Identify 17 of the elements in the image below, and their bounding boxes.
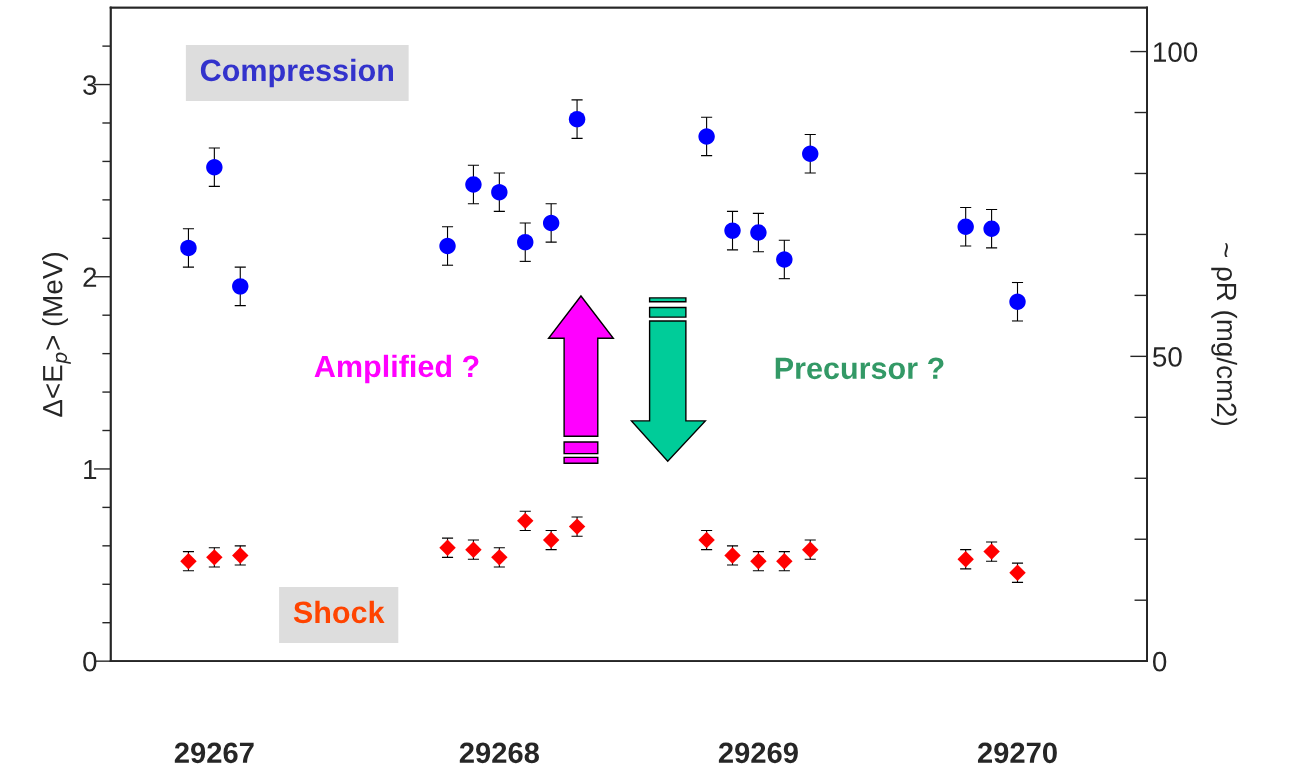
y-tick-label: 2 <box>83 267 97 287</box>
y-axis-title: Δ<E$_{p}$> (MeV) <box>42 253 71 417</box>
y2-tick-label: 100 <box>1154 42 1198 62</box>
y2-axis-title: ~ ρR (mg/cm2) <box>1211 243 1238 426</box>
y2-tick-label: 50 <box>1153 347 1182 367</box>
annotation: Amplified ? <box>314 354 479 384</box>
annotation: Precursor ? <box>775 357 944 380</box>
y-tick-label: 3 <box>83 75 97 95</box>
y2-tick-label: 0 <box>1152 651 1167 672</box>
x-tick-label: 29268 <box>459 742 539 764</box>
annotation: Compression <box>200 58 393 88</box>
y-tick-label: 0 <box>83 651 97 672</box>
x-tick-label: 29270 <box>977 742 1057 764</box>
y-tick-label: 1 <box>84 459 97 480</box>
annotation: Shock <box>293 600 385 624</box>
x-tick-label: 29267 <box>174 742 254 764</box>
x-tick-label: 29269 <box>718 742 798 764</box>
